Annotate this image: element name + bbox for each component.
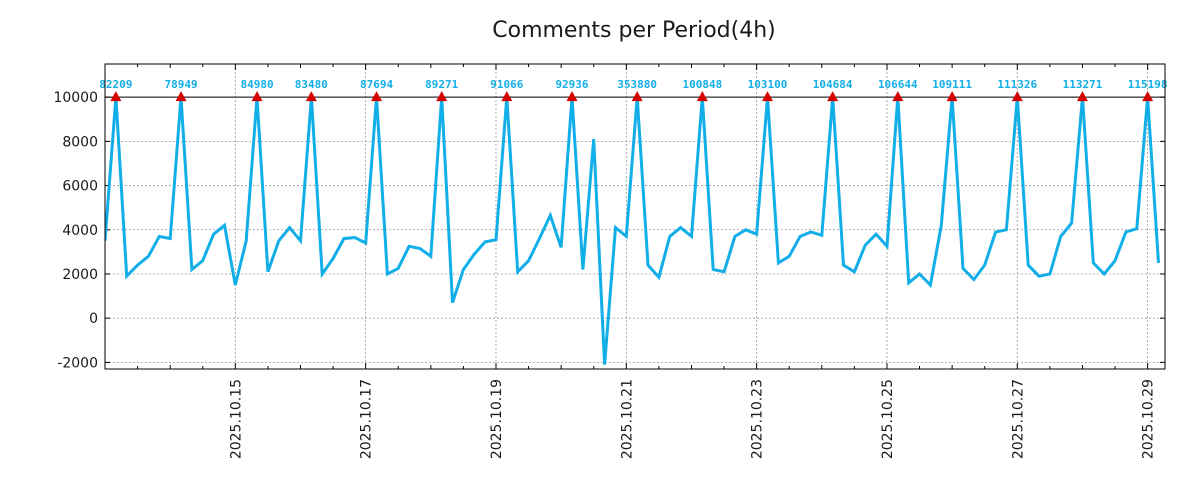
- peak-value-label: 106644: [878, 78, 918, 91]
- peak-marker: [110, 91, 122, 102]
- y-tick-label: 2000: [62, 267, 98, 283]
- peak-value-label: 84980: [240, 78, 273, 91]
- x-tick-label: 2025.10.27: [1010, 379, 1026, 459]
- x-tick-label: 2025.10.17: [359, 379, 375, 459]
- peak-marker: [1142, 91, 1154, 102]
- x-tick-label: 2025.10.25: [880, 379, 896, 459]
- x-tick-label: 2025.10.29: [1141, 379, 1157, 459]
- y-tick-label: 6000: [62, 179, 98, 195]
- peak-marker: [1076, 91, 1088, 102]
- plot-frame: [104, 63, 1166, 370]
- peak-value-label: 103100: [748, 78, 788, 91]
- peak-marker: [946, 91, 958, 102]
- x-tick-label: 2025.10.21: [619, 379, 635, 459]
- peak-value-label: 82209: [99, 78, 132, 91]
- peak-value-label: 87694: [360, 78, 393, 91]
- peak-marker: [762, 91, 773, 102]
- peak-value-label: 113271: [1063, 78, 1103, 91]
- y-tick-label: 4000: [62, 223, 98, 239]
- chart-title: Comments per Period(4h): [492, 18, 776, 43]
- peak-marker: [305, 91, 317, 102]
- peak-markers: 82209 78949 84980 83480 87694 89271 91066 92936…: [99, 78, 1168, 102]
- peak-value-label: 92936: [555, 78, 588, 91]
- peak-marker: [631, 91, 643, 102]
- peak-marker: [501, 91, 513, 102]
- peak-value-label: 104684: [813, 78, 853, 91]
- peak-marker: [371, 91, 383, 102]
- x-tick-label: 2025.10.15: [228, 379, 244, 459]
- peak-marker: [892, 91, 904, 102]
- peak-value-label: 91066: [490, 78, 523, 91]
- y-tick-label: -2000: [57, 355, 98, 371]
- peak-value-label: 100848: [682, 78, 722, 91]
- peak-marker: [827, 91, 839, 102]
- peak-marker: [696, 91, 708, 102]
- peak-marker: [566, 91, 578, 102]
- y-tick-label: 0: [89, 311, 98, 327]
- peak-value-label: 353880: [617, 78, 657, 91]
- peak-marker: [251, 91, 263, 102]
- peak-value-label: 89271: [425, 78, 458, 91]
- y-tick-label: 10000: [53, 90, 98, 106]
- series-layer: [105, 96, 1165, 365]
- peak-value-label: 83480: [295, 78, 328, 91]
- x-tick-label: 2025.10.23: [750, 379, 766, 459]
- peak-value-label: 78949: [164, 78, 197, 91]
- axes: -2000 0 2000 4000 6000 8000 10000 2025.10.15 202…: [53, 64, 1165, 459]
- series-line-comments: [105, 97, 1160, 365]
- peak-value-label: 109111: [932, 78, 972, 91]
- peak-marker: [1011, 91, 1023, 102]
- x-tick-label: 2025.10.19: [489, 379, 505, 459]
- peak-value-label: 111326: [997, 78, 1037, 91]
- peak-marker: [436, 91, 448, 102]
- peak-value-label: 115198: [1128, 78, 1168, 91]
- y-tick-label: 8000: [62, 134, 98, 150]
- peak-marker: [175, 91, 187, 102]
